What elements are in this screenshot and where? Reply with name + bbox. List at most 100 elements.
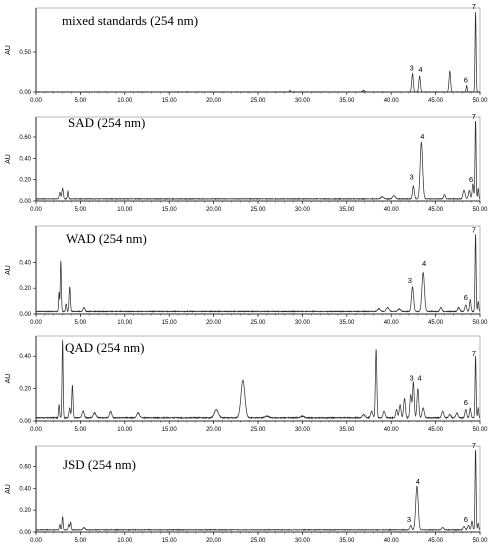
x-tick-label: 10.00 xyxy=(117,538,133,544)
x-tick-label: 25.00 xyxy=(250,98,266,104)
chromatogram-trace xyxy=(35,234,481,313)
peak-label: 6 xyxy=(464,75,468,84)
y-axis-label: AU xyxy=(5,45,12,55)
x-tick-label: 20.00 xyxy=(206,98,222,104)
x-tick-label: 40.00 xyxy=(384,427,400,433)
x-tick-label: 30.00 xyxy=(295,207,311,213)
panel-title: WAD (254 nm) xyxy=(66,231,147,246)
peak-label: 6 xyxy=(464,293,468,302)
peak-label: 3 xyxy=(410,374,414,383)
y-tick-label: 0.60 xyxy=(19,135,31,141)
peak-label: 6 xyxy=(464,398,468,407)
panel-title: JSD (254 nm) xyxy=(63,457,136,472)
x-tick-label: 0.00 xyxy=(30,98,42,104)
chromatogram-trace xyxy=(35,120,481,201)
x-tick-label: 0.00 xyxy=(30,538,42,544)
panel-title: QAD (254 nm) xyxy=(65,340,144,355)
x-tick-label: 40.00 xyxy=(384,98,400,104)
x-tick-label: 40.00 xyxy=(384,207,400,213)
x-tick-label: 45.00 xyxy=(428,207,444,213)
x-tick-label: 15.00 xyxy=(162,538,178,544)
x-tick-label: 40.00 xyxy=(384,320,400,326)
x-tick-label: 35.00 xyxy=(339,98,355,104)
x-tick-label: 0.00 xyxy=(30,320,42,326)
x-tick-label: 25.00 xyxy=(250,427,266,433)
peak-label: 7 xyxy=(472,226,476,235)
x-tick-label: 10.00 xyxy=(117,320,133,326)
y-axis-label: AU xyxy=(5,154,12,164)
y-tick-label: 0.40 xyxy=(19,354,31,360)
y-tick-label: 0.40 xyxy=(19,486,31,492)
y-axis-label: AU xyxy=(5,374,12,384)
y-axis-label: AU xyxy=(5,484,12,494)
x-tick-label: 5.00 xyxy=(75,207,87,213)
x-tick-label: 0.00 xyxy=(30,427,42,433)
y-tick-label: 0.20 xyxy=(19,286,31,292)
peak-label: 4 xyxy=(420,132,424,141)
x-tick-label: 30.00 xyxy=(295,320,311,326)
x-tick-label: 50.00 xyxy=(472,98,488,104)
x-tick-label: 50.00 xyxy=(472,207,488,213)
peak-label: 7 xyxy=(472,112,476,121)
x-tick-label: 20.00 xyxy=(206,320,222,326)
y-tick-label: 0.00 xyxy=(19,90,31,96)
y-tick-label: 0.50 xyxy=(19,50,31,56)
peak-label: 7 xyxy=(472,349,476,358)
peak-label: 6 xyxy=(464,515,468,524)
x-tick-label: 45.00 xyxy=(428,427,444,433)
peak-label: 3 xyxy=(410,63,414,72)
chromatogram-trace xyxy=(35,11,481,93)
chromatogram-panel-2: 0.00 5.00 10.00 15.00 20.00 25.00 30.00 35.00 40… xyxy=(5,112,488,213)
peak-label: 4 xyxy=(418,65,422,74)
x-tick-label: 15.00 xyxy=(162,427,178,433)
peak-label: 4 xyxy=(418,374,422,383)
y-tick-label: 0.00 xyxy=(19,312,31,318)
y-tick-label: 0.20 xyxy=(19,387,31,393)
panel-title: mixed standards (254 nm) xyxy=(62,13,198,28)
x-tick-label: 35.00 xyxy=(339,207,355,213)
x-tick-label: 25.00 xyxy=(250,207,266,213)
peak-label: 3 xyxy=(410,173,414,182)
x-tick-label: 20.00 xyxy=(206,207,222,213)
x-tick-label: 5.00 xyxy=(75,98,87,104)
x-tick-label: 15.00 xyxy=(162,98,178,104)
x-tick-label: 45.00 xyxy=(428,320,444,326)
x-tick-label: 30.00 xyxy=(295,538,311,544)
peak-label: 3 xyxy=(408,276,412,285)
y-tick-label: 0.00 xyxy=(19,199,31,205)
x-tick-label: 45.00 xyxy=(428,538,444,544)
x-tick-label: 50.00 xyxy=(472,427,488,433)
x-tick-label: 35.00 xyxy=(339,538,355,544)
x-tick-label: 40.00 xyxy=(384,538,400,544)
x-tick-label: 45.00 xyxy=(428,98,444,104)
y-tick-label: 0.60 xyxy=(19,464,31,470)
x-tick-label: 5.00 xyxy=(75,427,87,433)
x-tick-label: 10.00 xyxy=(117,98,133,104)
peak-label: 7 xyxy=(472,2,476,11)
x-tick-label: 15.00 xyxy=(162,207,178,213)
x-tick-label: 50.00 xyxy=(472,320,488,326)
x-tick-label: 10.00 xyxy=(117,207,133,213)
x-tick-label: 30.00 xyxy=(295,427,311,433)
x-tick-label: 30.00 xyxy=(295,98,311,104)
chromatogram-panel-5: 0.00 5.00 10.00 15.00 20.00 25.00 30.00 35.00 40… xyxy=(5,441,488,544)
peak-label: 6 xyxy=(469,175,473,184)
peak-label: 3 xyxy=(407,515,411,524)
x-tick-label: 25.00 xyxy=(250,320,266,326)
y-tick-label: 0.40 xyxy=(19,156,31,162)
x-tick-label: 20.00 xyxy=(206,538,222,544)
chromatogram-trace xyxy=(35,449,481,532)
chromatogram-panel-3: 0.00 5.00 10.00 15.00 20.00 25.00 30.00 35.00 40… xyxy=(5,226,488,326)
chromatogram-trace xyxy=(35,339,481,420)
y-tick-label: 0.00 xyxy=(19,530,31,536)
peak-label: 4 xyxy=(416,477,420,486)
chromatogram-panel-4: 0.00 5.00 10.00 15.00 20.00 25.00 30.00 35.00 40… xyxy=(5,335,488,433)
x-tick-label: 25.00 xyxy=(250,538,266,544)
peak-label: 4 xyxy=(422,259,426,268)
x-tick-label: 50.00 xyxy=(472,538,488,544)
x-tick-label: 15.00 xyxy=(162,320,178,326)
panel-title: SAD (254 nm) xyxy=(68,115,145,130)
y-tick-label: 0.20 xyxy=(19,178,31,184)
chromatogram-panel-1: 0.00 5.00 10.00 15.00 20.00 25.00 30.00 35.00 40… xyxy=(5,2,488,104)
